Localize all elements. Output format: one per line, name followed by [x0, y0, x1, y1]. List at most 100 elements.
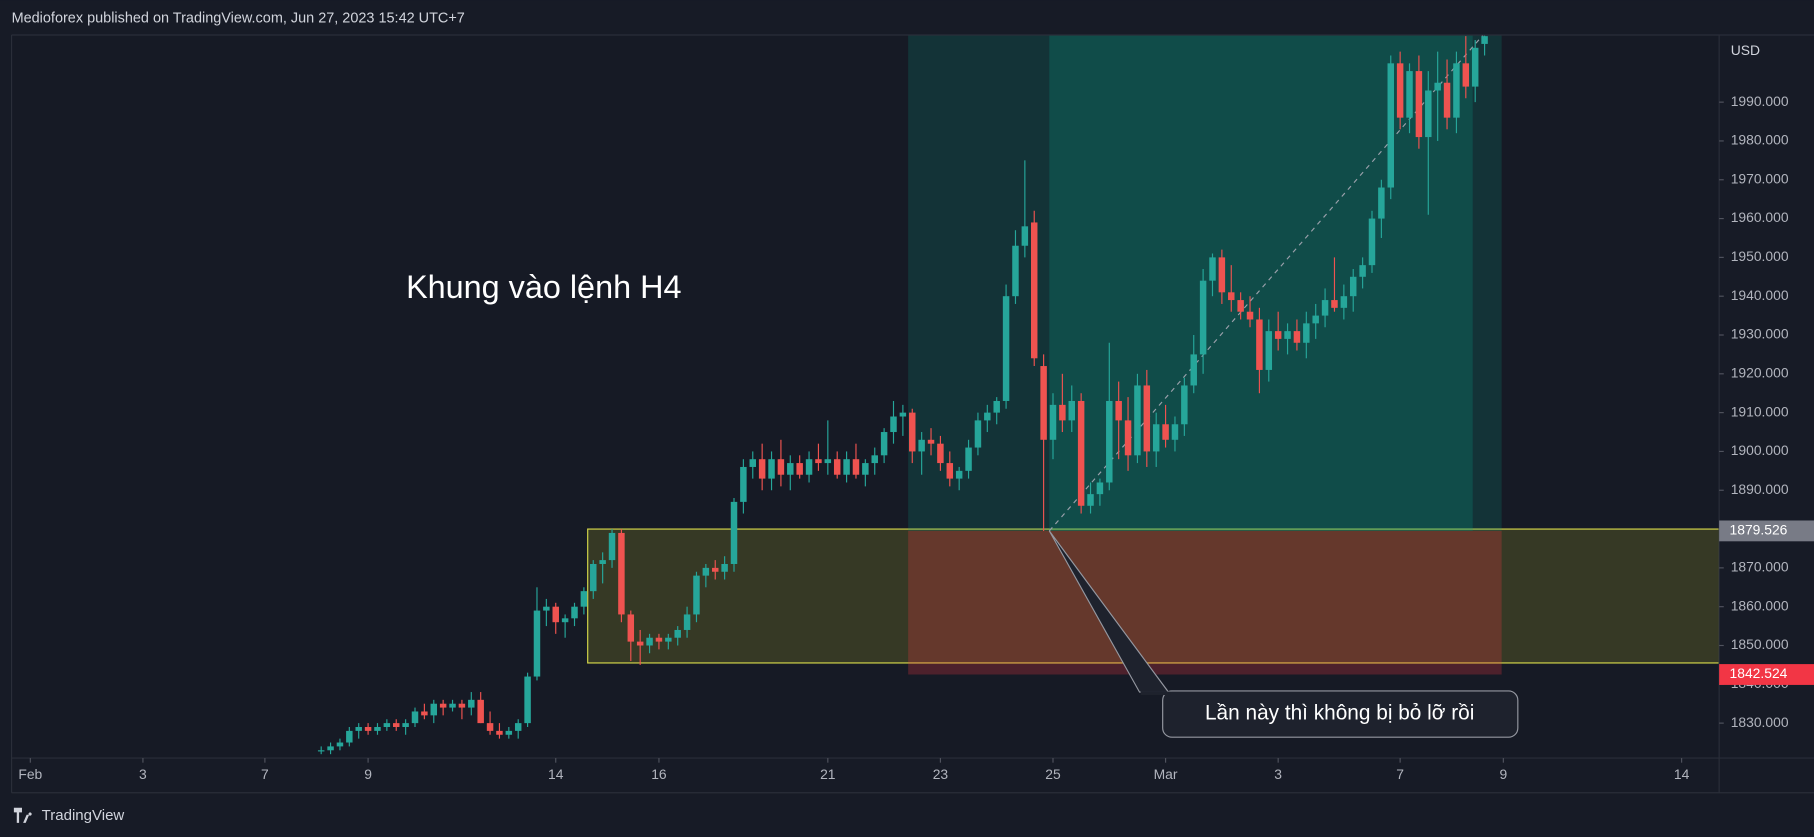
candle-body [730, 501, 738, 564]
y-tick-label: 1960.000 [1731, 209, 1789, 225]
candle-body [1012, 245, 1019, 297]
candle-body [1096, 482, 1104, 495]
candle-body [1378, 187, 1385, 219]
candle-body [364, 726, 372, 731]
candle-body [646, 637, 653, 646]
y-tick-label: 1930.000 [1731, 326, 1789, 342]
x-tick-label: 14 [548, 766, 564, 782]
candle-body [758, 459, 766, 479]
candle-body [1443, 82, 1451, 118]
candle-body [984, 412, 991, 421]
candle-body [327, 746, 334, 751]
candle-body [1152, 424, 1160, 452]
candle-body [711, 567, 719, 572]
candle-body [1115, 400, 1122, 421]
candle-body [533, 610, 541, 677]
candle-body [543, 606, 550, 611]
candle-body [1321, 300, 1329, 316]
y-tick-label: 1890.000 [1731, 481, 1789, 497]
candle-body [1030, 222, 1038, 359]
candle-body [1199, 280, 1207, 355]
y-tick-label: 1990.000 [1731, 93, 1789, 109]
candle-body [1040, 366, 1047, 440]
candle-body [561, 618, 569, 623]
candle-body [449, 703, 456, 708]
candle-body [1087, 494, 1094, 506]
candle-body [439, 703, 447, 708]
currency: USD [1731, 42, 1760, 58]
candle-body [1002, 296, 1010, 401]
y-tick-label: 1860.000 [1731, 597, 1789, 613]
y-tick-label: 1940.000 [1731, 287, 1789, 303]
candle-body [477, 699, 484, 724]
candle-body [927, 439, 935, 444]
candle-body [1406, 71, 1413, 118]
footer-logo [13, 807, 32, 823]
candle-body [1481, 36, 1488, 44]
candle-body [1246, 311, 1254, 320]
candle-body [608, 532, 616, 561]
footer: TradingView [42, 807, 125, 824]
candle-body [1181, 385, 1188, 425]
y-tick-label: 1830.000 [1731, 714, 1789, 730]
candle-body [833, 459, 841, 475]
candle-body [317, 750, 325, 752]
y-tick-label: 1870.000 [1731, 559, 1789, 575]
y-tick-label: 1920.000 [1731, 364, 1789, 380]
x-tick-label: 14 [1674, 766, 1690, 782]
candle-body [486, 723, 494, 731]
candle-body [871, 455, 878, 464]
candle-body [468, 699, 475, 708]
candle-body [1396, 63, 1404, 118]
annotation: Khung vào lệnh H4 [406, 269, 681, 305]
candle-body [974, 420, 982, 448]
candle-body [852, 459, 860, 475]
candle-body [1021, 226, 1029, 246]
candle-body [496, 730, 503, 735]
candle-body [1237, 300, 1244, 312]
candle-body [1434, 82, 1441, 91]
candle-body [1293, 331, 1301, 343]
candle-body [1059, 404, 1066, 421]
stop-zone [908, 530, 1502, 675]
candle-body [899, 412, 907, 417]
y-tick-label: 1950.000 [1731, 248, 1789, 264]
candle-body [1077, 400, 1085, 506]
candle-body [937, 443, 944, 464]
entry-price-box [1719, 520, 1814, 542]
candle-body [965, 447, 972, 471]
callout-joint [1140, 691, 1171, 695]
candle-body [430, 703, 438, 716]
y-tick-label: 1970.000 [1731, 170, 1789, 186]
candle-body [824, 459, 832, 464]
candle-body [815, 459, 822, 464]
candle-body [524, 676, 531, 724]
candle-body [665, 637, 672, 642]
y-tick-label: 1910.000 [1731, 403, 1789, 419]
candle-body [1359, 265, 1366, 277]
candle-body [1462, 63, 1470, 87]
y-tick-label: 1900.000 [1731, 442, 1789, 458]
candle-body [627, 614, 635, 642]
candle-body [993, 400, 1000, 413]
callout-box [1162, 690, 1519, 738]
candle-body [1387, 63, 1394, 188]
demand-zone [587, 528, 1720, 664]
candle-body [1068, 400, 1076, 421]
candle-body [402, 723, 409, 727]
candle-body [796, 463, 803, 475]
candle-body [890, 416, 897, 433]
candle-body [1190, 354, 1197, 386]
x-tick-label: 25 [1045, 766, 1061, 782]
x-tick-label: 3 [1274, 766, 1282, 782]
candle-body [1265, 331, 1273, 370]
stop-price-label: 1842.524 [1730, 665, 1788, 681]
candle-body [777, 459, 785, 475]
x-tick-label: 23 [933, 766, 949, 782]
candle-body [721, 563, 728, 572]
candle-body [1162, 424, 1169, 440]
candle-body [1274, 331, 1282, 339]
candle-body [1415, 71, 1423, 138]
x-tick-label: Mar [1154, 766, 1178, 782]
